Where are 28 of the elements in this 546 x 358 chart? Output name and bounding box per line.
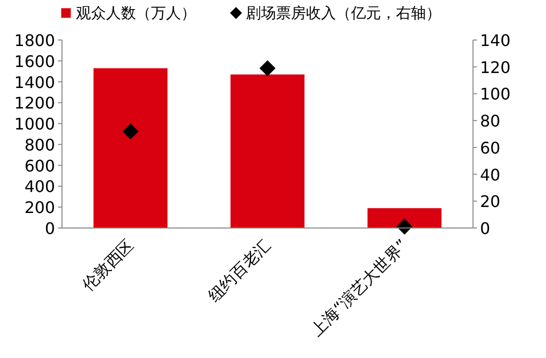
x-tick-label: 纽约百老汇 [204,235,274,306]
y-tick-label: 1600 [14,52,55,71]
x-tick-label: 上海“演艺大世界” [306,235,412,340]
y-tick-label: 0 [44,219,55,238]
point [260,60,276,76]
y-tick-label: 1400 [14,72,55,92]
y-tick-label: 200 [24,198,55,218]
y2-tick-label: 0 [480,219,490,238]
bar [368,208,442,228]
y-tick-label: 400 [24,177,55,196]
x-tick-label: 伦敦西区 [78,235,138,294]
y-tick-label: 800 [24,135,55,154]
bar [94,68,168,228]
y2-tick-label: 60 [480,138,500,158]
bar [230,74,304,228]
y2-tick-label: 140 [480,31,511,50]
y2-tick-label: 40 [480,165,500,184]
y-tick-label: 1800 [14,31,55,50]
y2-tick-label: 120 [480,58,511,77]
legend-label: 观众人数（万人） [76,4,196,22]
y-tick-label: 600 [24,156,55,176]
legend-label: 剧场票房收入（亿元，右轴） [246,4,441,22]
y2-tick-label: 20 [480,192,500,212]
y-tick-label: 1200 [14,94,55,113]
y-tick-label: 1000 [14,114,55,134]
point [122,123,138,140]
y2-tick-label: 80 [480,112,500,131]
y2-tick-label: 100 [480,84,511,104]
